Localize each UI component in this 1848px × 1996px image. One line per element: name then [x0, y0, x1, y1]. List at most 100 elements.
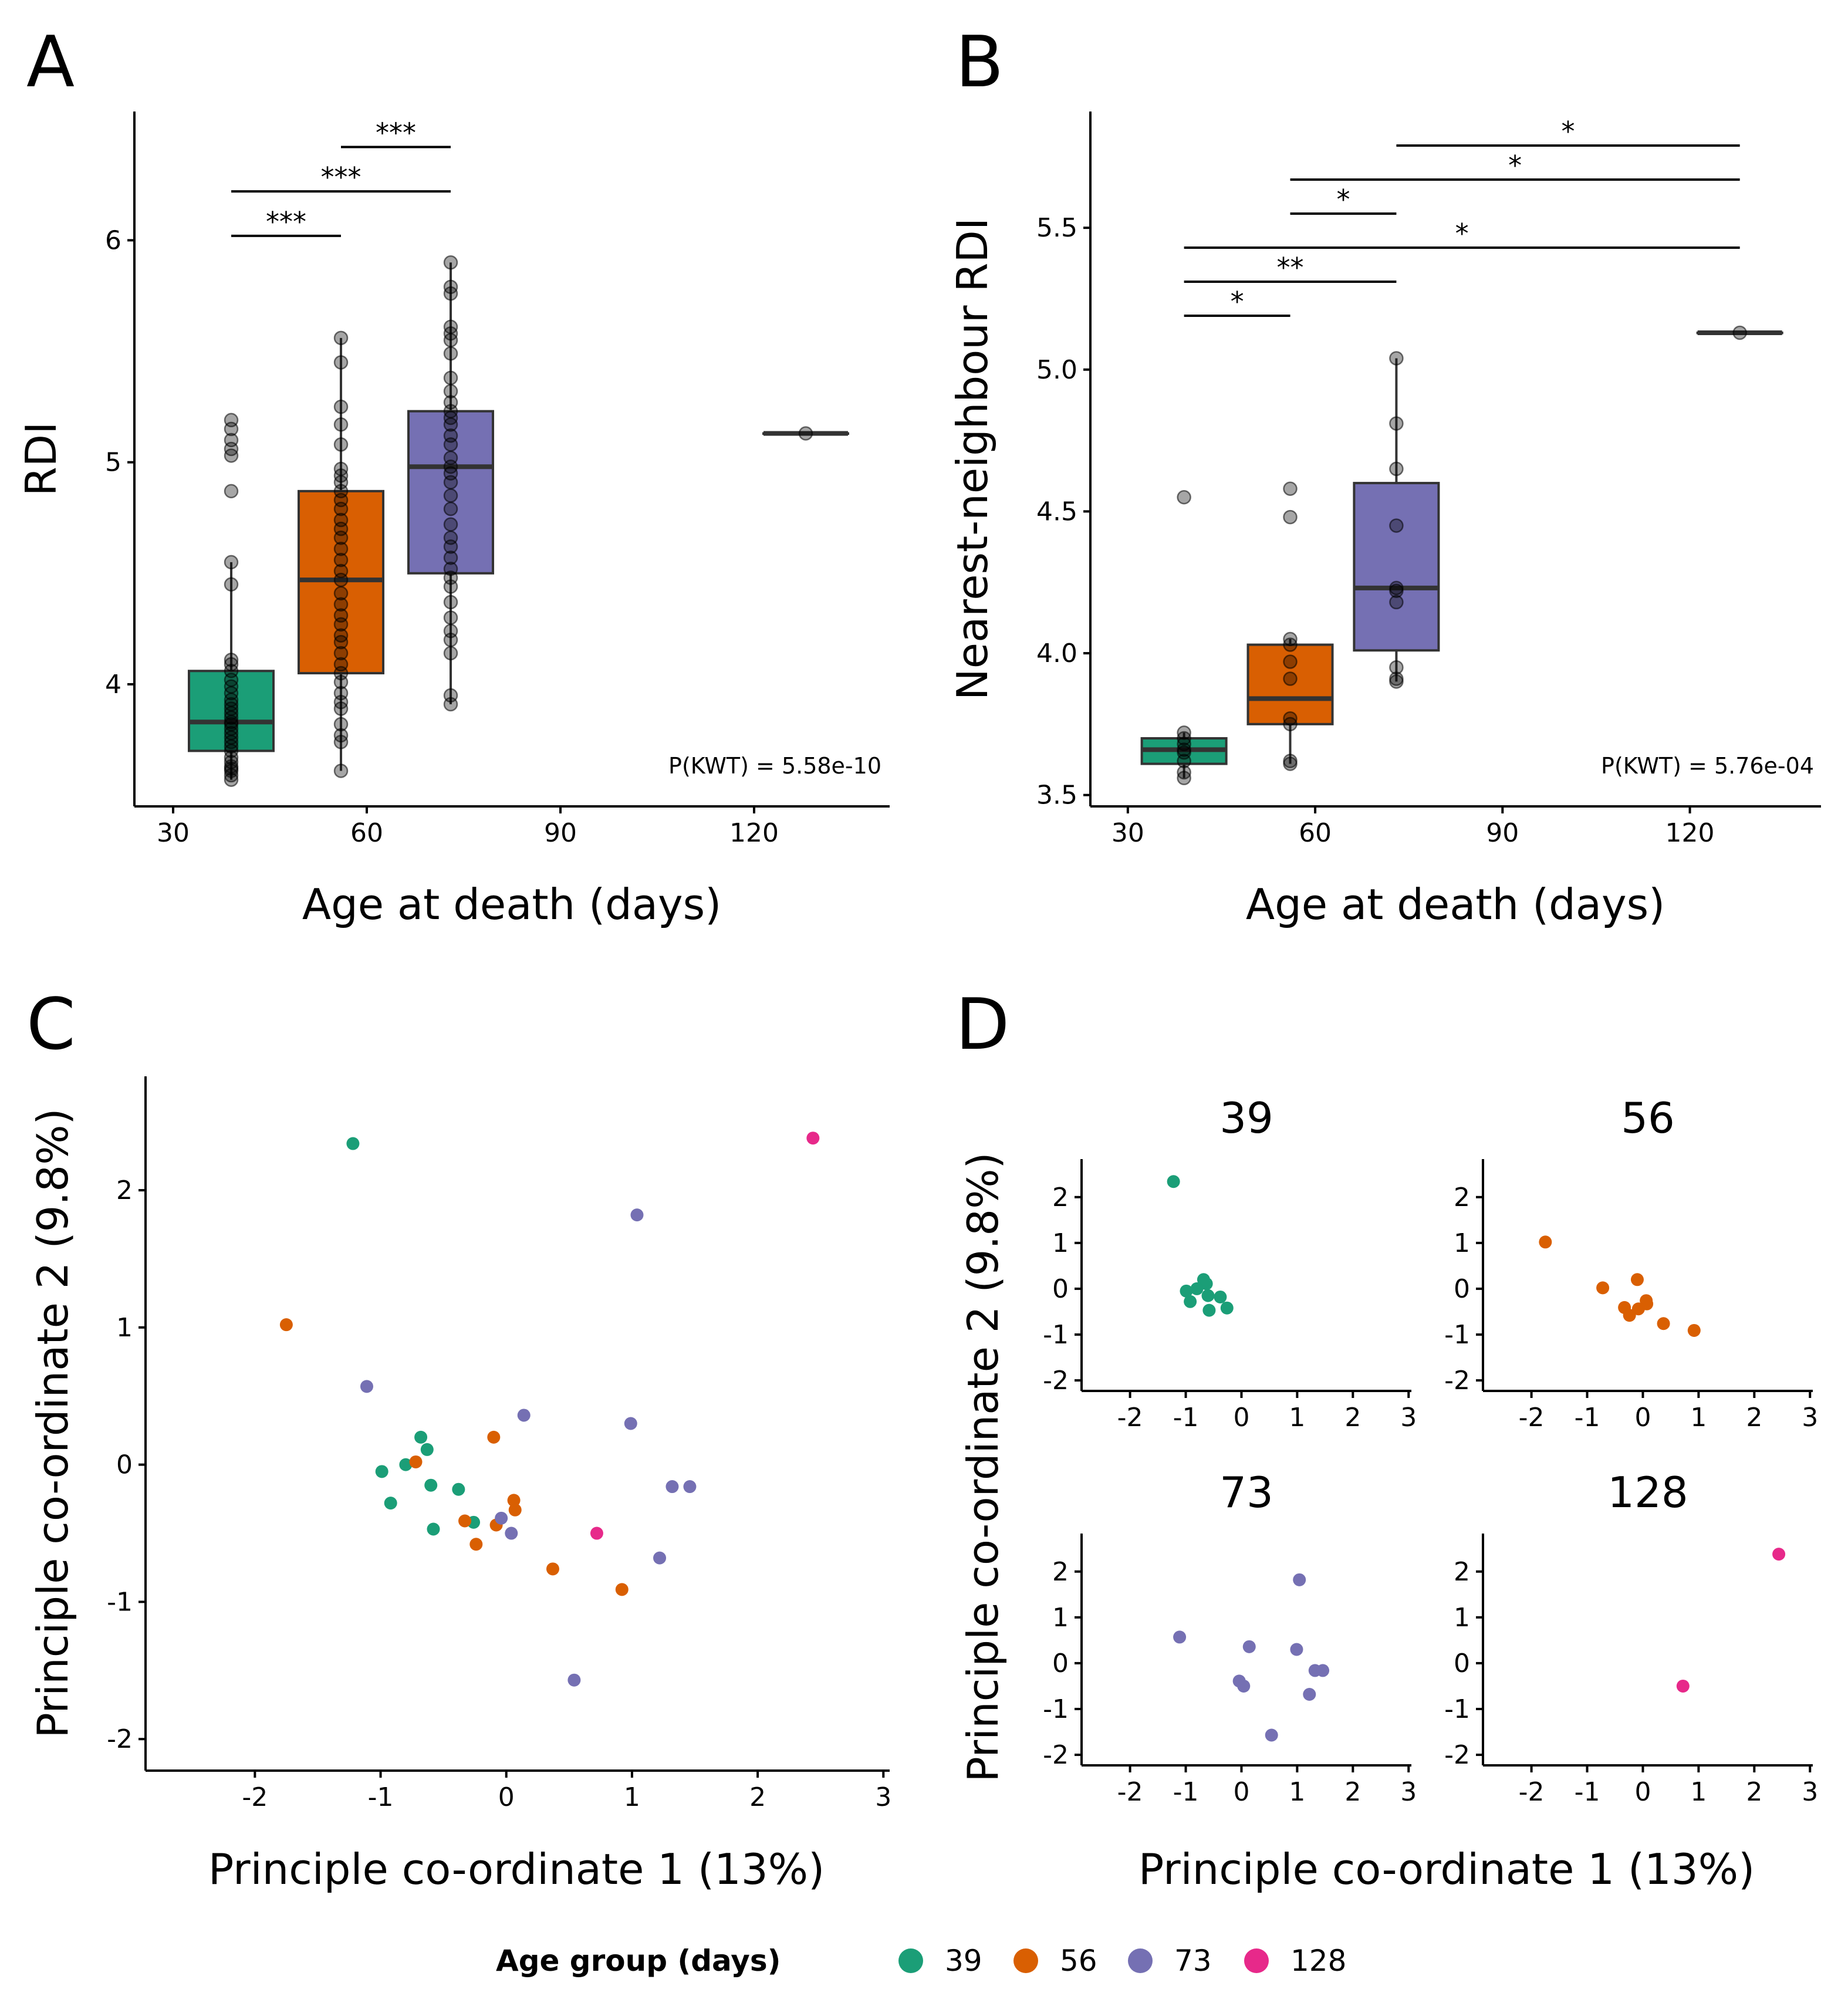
scatter-point-73 [1237, 1679, 1251, 1693]
x-tick-label: 120 [729, 818, 779, 848]
y-tick-label: 0 [1052, 1649, 1069, 1678]
data-point [443, 517, 458, 532]
box-group-56 [298, 330, 384, 778]
scatter-point-39 [1184, 1295, 1197, 1308]
x-tick-label: -2 [1519, 1403, 1545, 1433]
y-tick-label: 2 [1052, 1183, 1069, 1213]
scatter-point-39 [414, 1430, 428, 1444]
scatter-point-56 [1623, 1309, 1636, 1322]
scatter-point-39 [420, 1443, 434, 1456]
legend-item-39: 39 [898, 1944, 982, 1978]
scatter-point-39 [424, 1478, 438, 1492]
scatter-point-39 [1202, 1303, 1216, 1317]
scatter-point-56 [615, 1583, 629, 1596]
x-tick-label: 0 [1233, 1777, 1249, 1807]
x-tick-label: 1 [1289, 1777, 1305, 1807]
data-point [333, 608, 349, 623]
y-tick-label: 0 [116, 1450, 133, 1480]
data-point [224, 697, 239, 712]
box-iqr [1246, 643, 1334, 725]
data-point [1389, 595, 1404, 610]
scatter-point-56 [409, 1455, 423, 1468]
scatter-point-73 [495, 1511, 508, 1525]
y-tick-label: 0 [1454, 1274, 1470, 1304]
scatter-point-39 [375, 1465, 388, 1478]
data-point [1283, 481, 1298, 496]
significance-label: * [1508, 150, 1522, 181]
scatter-point-39 [346, 1137, 360, 1150]
significance-label: * [1455, 218, 1469, 249]
x-tick-label: 60 [1299, 818, 1332, 848]
x-tick-label: -1 [1575, 1403, 1600, 1433]
y-tick-label: 2 [1454, 1557, 1470, 1587]
facet-title: 128 [1607, 1468, 1688, 1517]
data-point [1732, 325, 1747, 340]
y-tick-label: 1 [1052, 1603, 1069, 1633]
scatter-point-56 [546, 1562, 559, 1576]
y-tick-label: 4.5 [1036, 497, 1077, 526]
data-point [1389, 461, 1404, 477]
facet-title: 39 [1219, 1093, 1273, 1143]
panel-a: 4 5 6 30 60 90 120 A Age at death (days) RDI P(KWT… [16, 22, 890, 929]
facet-39: -2 -1 0 1 2 -2 -1 0 1 2 3 39 [1043, 1093, 1417, 1433]
legend-swatch [898, 1948, 923, 1973]
y-axis-title: Principle co-ordinate 2 (9.8%) [958, 1152, 1008, 1782]
data-point [443, 428, 458, 443]
data-point [333, 685, 349, 701]
significance-label: * [1336, 184, 1350, 215]
scatter-point-73 [1293, 1573, 1306, 1586]
data-point [443, 501, 458, 516]
scatter-point-39 [1220, 1301, 1234, 1315]
legend-label: 56 [1060, 1944, 1097, 1978]
legend-item-73: 73 [1128, 1944, 1212, 1978]
x-tick-label: 1 [1690, 1777, 1707, 1807]
x-tick-label: -2 [242, 1782, 268, 1812]
y-axis-title: RDI [16, 422, 66, 497]
legend: Age group (days) 39 56 73 128 [496, 1944, 1346, 1978]
box-iqr [1353, 482, 1440, 652]
data-point [443, 623, 458, 639]
scatter-point-56 [279, 1318, 293, 1332]
data-point [333, 563, 349, 579]
y-tick-label: 5.0 [1036, 355, 1077, 385]
data-point [333, 717, 349, 732]
y-tick-label: -2 [107, 1724, 133, 1754]
y-tick-label: -2 [1043, 1740, 1069, 1770]
data-point [333, 728, 349, 743]
panel-d: D Principle co-ordinate 1 (13%) Principle … [955, 984, 1818, 1894]
x-tick-label: 2 [1746, 1777, 1762, 1807]
x-tick-label: 1 [624, 1782, 640, 1812]
scatter-point-128 [590, 1526, 603, 1540]
x-tick-label: 1 [1289, 1403, 1305, 1433]
data-point [443, 488, 458, 503]
significance-label: *** [321, 161, 362, 193]
x-axis-title: Age at death (days) [302, 880, 721, 929]
x-tick-label: 1 [1690, 1403, 1707, 1433]
significance-label: ** [1277, 252, 1304, 283]
scatter-point-56 [1657, 1317, 1670, 1330]
data-point [224, 555, 239, 570]
x-tick-label: 0 [1233, 1403, 1249, 1433]
significance-label: *** [376, 117, 416, 149]
y-tick-label: -2 [1444, 1740, 1470, 1770]
data-point [1283, 654, 1298, 669]
scatter-point-73 [1173, 1630, 1187, 1644]
x-axis-title: Age at death (days) [1246, 880, 1665, 929]
scatter-point-128 [1676, 1679, 1690, 1693]
box-group-128 [1696, 325, 1783, 340]
scatter-point-39 [452, 1482, 465, 1496]
y-tick-label: 4 [105, 670, 121, 700]
x-tick-label: -2 [1519, 1777, 1545, 1807]
data-point [1177, 737, 1191, 751]
y-tick-label: 1 [116, 1313, 133, 1343]
scatter-point-73 [630, 1208, 644, 1222]
y-tick-label: 5 [105, 448, 121, 478]
data-point [333, 657, 349, 672]
scatter-point-128 [1772, 1548, 1786, 1561]
scatter-point-73 [517, 1409, 531, 1422]
box-group-73 [1353, 351, 1440, 689]
box-group-39 [1140, 489, 1228, 785]
legend-swatch [1244, 1948, 1269, 1973]
box-group-73 [407, 255, 494, 712]
